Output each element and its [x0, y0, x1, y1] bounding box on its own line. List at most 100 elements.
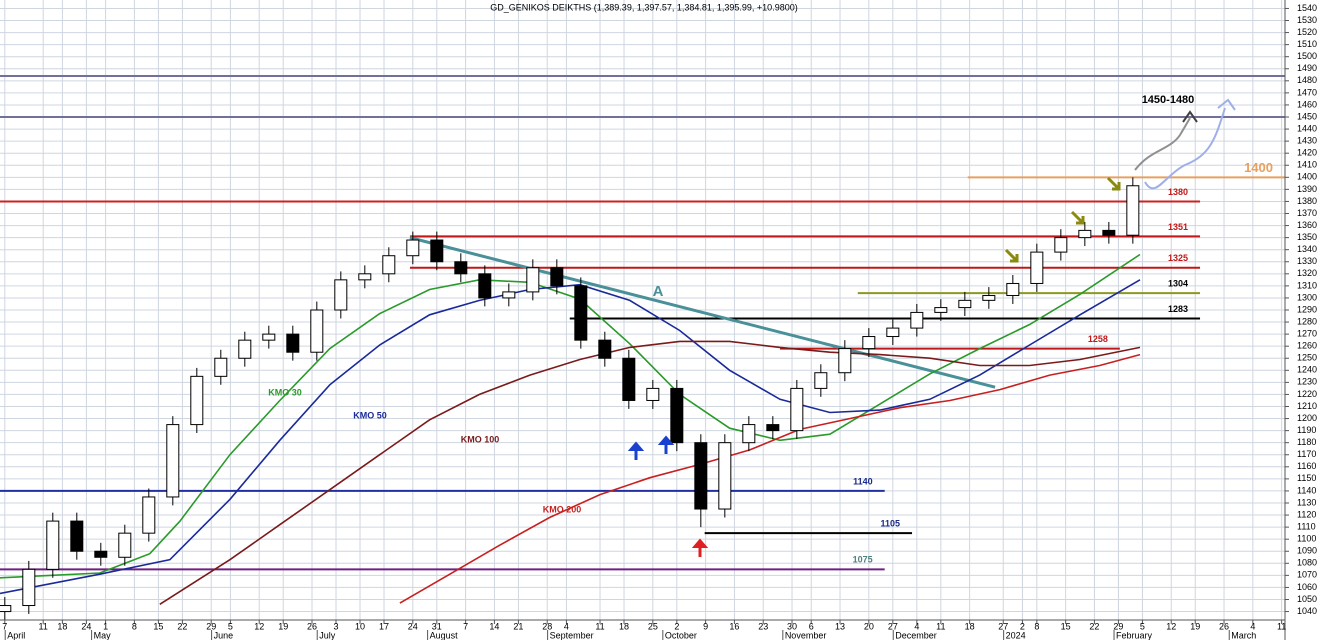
trendline — [409, 236, 996, 389]
y-tick-label: 1470 — [1297, 87, 1317, 97]
y-tick-label: 1380 — [1297, 196, 1317, 206]
candle-body — [694, 442, 708, 510]
annotation: 1450-1480 — [1142, 94, 1195, 106]
y-tick-label: 1170 — [1297, 449, 1316, 459]
candle-body — [358, 273, 372, 281]
ma-label: KMO 50 — [353, 410, 387, 420]
candle-body — [142, 496, 156, 534]
y-tick-label: 1150 — [1297, 473, 1316, 483]
x-tick-label: 21 — [513, 621, 523, 631]
candle-body — [118, 532, 132, 558]
month-label: February — [1116, 630, 1153, 640]
month-label: June — [214, 630, 234, 640]
x-tick-label: 11 — [595, 621, 604, 631]
y-tick-label: 1520 — [1297, 27, 1317, 37]
x-tick-label: 25 — [648, 621, 658, 631]
x-tick-label: 19 — [278, 621, 288, 631]
y-tick-label: 1460 — [1297, 99, 1317, 109]
ma-label: KMO 100 — [461, 434, 500, 444]
y-tick-label: 1360 — [1297, 220, 1317, 230]
y-tick-label: 1270 — [1297, 328, 1317, 338]
x-tick-label: 15 — [1061, 621, 1071, 631]
y-tick-label: 1260 — [1297, 341, 1317, 351]
y-tick-label: 1320 — [1297, 268, 1317, 278]
candle-body — [46, 520, 60, 570]
candle-body — [1078, 229, 1092, 239]
candle-body — [1126, 185, 1140, 236]
trendline-label: A — [653, 283, 664, 300]
signal-arrow — [1004, 248, 1019, 263]
y-tick-label: 1480 — [1297, 75, 1317, 85]
decorations — [627, 98, 1236, 557]
x-tick-label: 11 — [1277, 621, 1286, 631]
x-tick-label: 10 — [355, 621, 365, 631]
x-tick-label: 7 — [463, 621, 468, 631]
x-tick-label: 16 — [729, 621, 739, 631]
x-tick-label: 26 — [1219, 621, 1229, 631]
y-tick-label: 1230 — [1297, 377, 1317, 387]
arrow-head — [1217, 98, 1236, 111]
level-label: 1140 — [853, 476, 873, 486]
x-tick-label: 27 — [998, 621, 1008, 631]
candle-body — [934, 307, 948, 313]
y-tick-label: 1040 — [1297, 606, 1317, 616]
x-tick-label: 9 — [703, 621, 708, 631]
projection-arrow — [1144, 107, 1226, 190]
grid — [0, 0, 1285, 620]
y-tick-label: 1110 — [1297, 521, 1316, 531]
y-tick-label: 1210 — [1297, 401, 1317, 411]
candle-body — [838, 348, 852, 374]
candle-body — [22, 568, 36, 607]
y-tick-label: 1430 — [1297, 136, 1317, 146]
moving-average — [0, 253, 1141, 579]
x-tick-label: 12 — [1166, 621, 1176, 631]
candle-body — [718, 442, 732, 510]
candle-body — [262, 333, 276, 341]
x-tick-label: 14 — [489, 621, 499, 631]
y-tick-label: 1240 — [1297, 365, 1317, 375]
candle-body — [1006, 282, 1020, 297]
x-tick-label: 3 — [334, 621, 339, 631]
x-tick-label: 22 — [1089, 621, 1099, 631]
ma-label: KMO 30 — [268, 387, 302, 397]
up-arrow — [691, 538, 709, 548]
y-tick-label: 1100 — [1297, 534, 1316, 544]
y-tick-label: 1330 — [1297, 256, 1317, 266]
y-tick-label: 1140 — [1297, 485, 1316, 495]
candle-body — [766, 424, 780, 432]
y-tick-label: 1190 — [1297, 425, 1316, 435]
y-tick-label: 1160 — [1297, 461, 1316, 471]
candle-body — [526, 267, 540, 293]
y-tick-label: 1200 — [1297, 413, 1317, 423]
x-tick-label: 11 — [936, 621, 945, 631]
y-tick-label: 1310 — [1297, 280, 1317, 290]
month-label: November — [785, 630, 827, 640]
moving-average — [399, 353, 1141, 604]
y-tick-label: 1280 — [1297, 316, 1317, 326]
candle-body — [550, 267, 564, 287]
level-label: 1283 — [1168, 304, 1188, 314]
y-tick-label: 1530 — [1297, 15, 1317, 25]
x-tick-label: 5 — [1140, 621, 1145, 631]
y-tick-label: 1130 — [1297, 497, 1316, 507]
moving-average — [159, 340, 1141, 605]
candle-body — [814, 372, 828, 389]
y-tick-label: 1500 — [1297, 51, 1317, 61]
y-tick-label: 1290 — [1297, 304, 1317, 314]
x-tick-label: 4 — [1250, 621, 1255, 631]
candle-body — [598, 339, 612, 359]
x-tick-label: 4 — [564, 621, 569, 631]
candle-body — [1030, 251, 1044, 284]
month-label: March — [1231, 630, 1256, 640]
x-tick-label: 5 — [228, 621, 233, 631]
x-tick-label: 29 — [206, 621, 216, 631]
month-label: July — [319, 630, 336, 640]
x-tick-label: 11 — [39, 621, 48, 631]
candle-body — [238, 339, 252, 359]
y-tick-label: 1050 — [1297, 594, 1317, 604]
x-tick-label: 6 — [809, 621, 814, 631]
candle-body — [286, 333, 300, 353]
candle-body — [886, 327, 900, 338]
x-tick-label: 30 — [787, 621, 797, 631]
x-tick-label: 2 — [674, 621, 679, 631]
